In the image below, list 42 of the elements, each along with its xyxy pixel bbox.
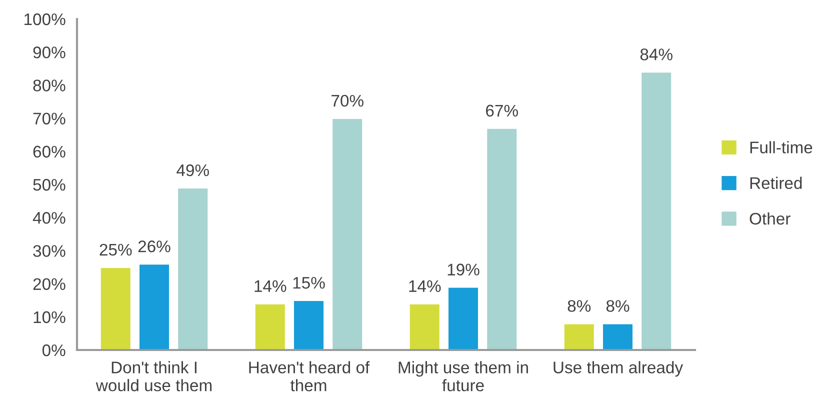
- bar: [254, 302, 286, 350]
- data-label: 26%: [138, 240, 170, 252]
- bar: [331, 118, 364, 350]
- y-tick-label: 100%: [24, 13, 66, 26]
- data-label: 84%: [640, 48, 672, 60]
- legend-label: Retired: [750, 176, 802, 190]
- y-tick-label: 40%: [32, 212, 66, 224]
- bar: [640, 71, 673, 350]
- y-tick-label: 10%: [34, 311, 66, 324]
- bar: [602, 322, 634, 350]
- bar: [562, 322, 596, 350]
- data-label: 14%: [409, 280, 441, 292]
- bar: [138, 263, 170, 350]
- legend-label: Full-time: [750, 141, 812, 154]
- data-label: 15%: [293, 276, 325, 289]
- data-label: 49%: [176, 164, 209, 176]
- bar: [408, 302, 441, 350]
- y-tick-label: 30%: [33, 245, 66, 257]
- bar: [447, 286, 480, 350]
- bar: [486, 128, 518, 350]
- legend-label: Other: [750, 212, 790, 225]
- x-tick-label: Don't think I would use them: [96, 361, 212, 392]
- data-label: 14%: [254, 280, 286, 292]
- bar: [292, 300, 325, 350]
- x-tick-label: Haven't heard of them: [249, 361, 370, 392]
- bar: [99, 266, 132, 350]
- bar: [176, 187, 210, 350]
- y-tick-label: 50%: [33, 178, 66, 191]
- y-tick-label: 70%: [33, 112, 66, 125]
- data-label: 8%: [568, 300, 591, 312]
- y-tick-label: 20%: [33, 278, 66, 290]
- data-label: 25%: [100, 244, 132, 256]
- y-tick-label: 60%: [33, 146, 66, 158]
- data-label: 67%: [486, 104, 518, 117]
- x-tick-label: Use them already: [554, 361, 684, 377]
- y-tick-label: 90%: [33, 46, 66, 58]
- data-label: 19%: [448, 264, 480, 276]
- data-label: 70%: [332, 94, 364, 107]
- y-tick-label: 80%: [33, 80, 66, 92]
- data-label: 8%: [606, 300, 630, 312]
- x-tick-label: Might use them in future: [398, 361, 528, 392]
- y-tick-label: 0%: [42, 344, 66, 356]
